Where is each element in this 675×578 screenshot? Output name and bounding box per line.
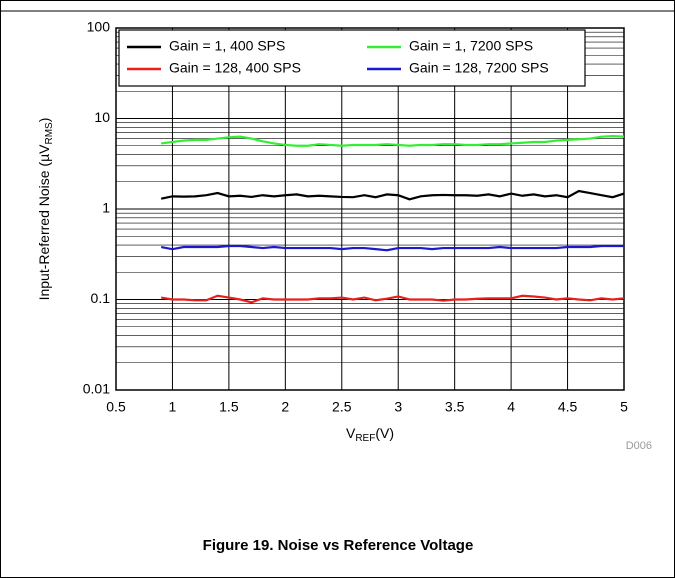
x-tick-label: 1.5 <box>219 399 239 415</box>
y-tick-label: 10 <box>94 109 110 125</box>
figure-code: D006 <box>626 440 652 452</box>
x-tick-label: 4 <box>507 399 515 415</box>
x-label-tail: (V) <box>375 425 394 441</box>
y-tick-label: 0.01 <box>83 381 110 397</box>
x-tick-label: 2 <box>281 399 289 415</box>
legend-label: Gain = 128, 7200 SPS <box>409 60 549 76</box>
x-tick-label: 3.5 <box>445 399 465 415</box>
series-line <box>160 189 625 201</box>
series-line <box>160 294 625 304</box>
x-tick-label: 5 <box>620 399 628 415</box>
series-line <box>160 244 624 252</box>
legend-box <box>118 29 586 87</box>
x-tick-label: 2.5 <box>332 399 352 415</box>
legend: Gain = 1, 400 SPS Gain = 1, 7200 SPS Gain … <box>118 29 586 87</box>
x-tick-label: 3 <box>394 399 402 415</box>
plot-border <box>115 27 625 391</box>
legend-label: Gain = 128, 400 SPS <box>169 60 301 76</box>
series-line <box>161 134 625 147</box>
x-label-sub: REF <box>355 433 375 444</box>
y-tick-label: 1 <box>102 200 110 216</box>
legend-label: Gain = 1, 7200 SPS <box>409 38 533 54</box>
y-tick-label: 0.1 <box>91 290 111 306</box>
x-tick-label: 0.5 <box>106 399 126 415</box>
y-label-sub: RMS <box>44 122 55 145</box>
legend-label: Gain = 1, 400 SPS <box>169 38 285 54</box>
y-label-main: Input-Referred Noise (µV <box>36 144 52 301</box>
y-label-tail: ) <box>36 118 52 123</box>
y-axis-label: Input-Referred Noise (µVRMS) <box>36 118 55 301</box>
caption: Figure 19. Noise vs Reference Voltage <box>203 537 474 554</box>
x-label-main: V <box>346 425 356 441</box>
x-tick-label: 1 <box>169 399 177 415</box>
y-tick-label: 100 <box>87 19 111 35</box>
x-axis-label: VREF(V) <box>346 425 394 444</box>
x-tick-label: 4.5 <box>558 399 578 415</box>
